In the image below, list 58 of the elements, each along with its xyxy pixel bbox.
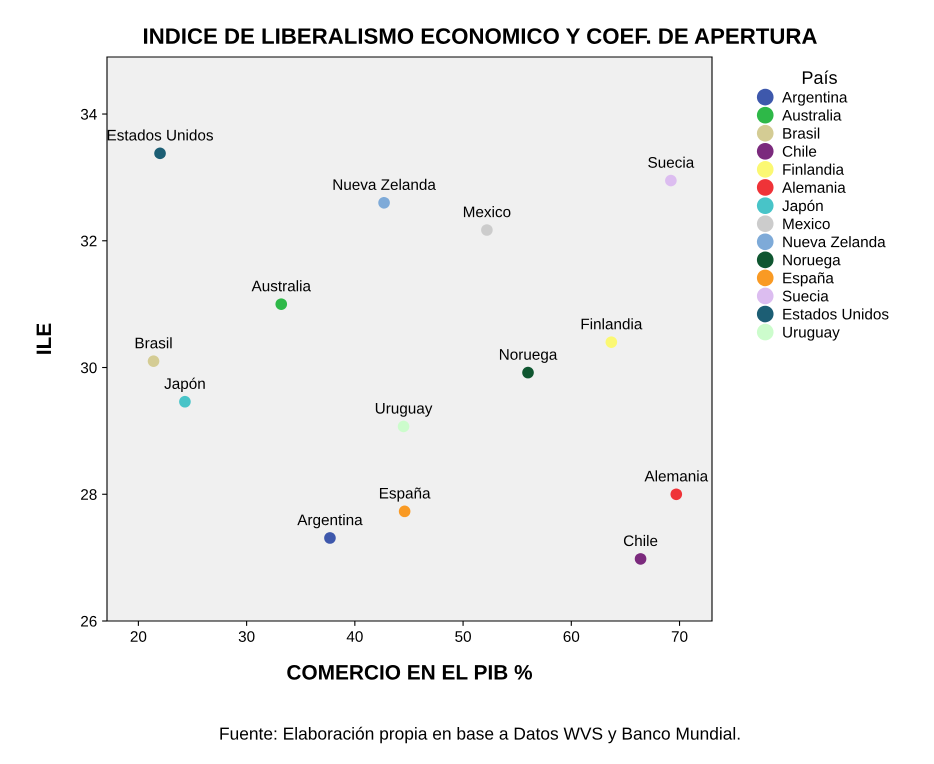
point xyxy=(670,488,682,500)
point xyxy=(324,532,336,544)
text: Australia xyxy=(252,280,311,292)
y-axis-title: ILE xyxy=(36,324,51,354)
point xyxy=(275,298,288,310)
text: España xyxy=(380,488,431,502)
legend-label: Finlandia xyxy=(783,164,844,175)
legend-label: Mexico xyxy=(783,218,830,230)
legend-label: Suecia xyxy=(782,290,829,302)
legend-title: País xyxy=(802,70,837,84)
point xyxy=(634,553,646,565)
x-tick-label: 60 xyxy=(564,631,580,642)
text: Finlandia xyxy=(582,318,642,330)
legend-label: Brasil xyxy=(783,128,820,139)
y-tick-label: 30 xyxy=(80,362,97,374)
chart-title: INDICE DE LIBERALISMO ECONOMICO Y COEF. DE APERTURA xyxy=(144,28,817,44)
legend-label: Uruguay xyxy=(783,326,840,341)
legend-label: Alemania xyxy=(782,182,846,193)
y-tick-label: 34 xyxy=(80,108,97,120)
text: Alemania xyxy=(644,470,708,482)
legend-label: Nueva Zelanda xyxy=(783,236,886,248)
text: Suecia xyxy=(648,156,694,168)
source-note: Fuente: Elaboración propia en base a Datos WVS y Banco Mundial. xyxy=(220,726,740,744)
point xyxy=(148,355,160,367)
point xyxy=(481,224,493,236)
x-tick-label: 30 xyxy=(238,631,255,642)
point xyxy=(522,366,534,378)
text: Noruega xyxy=(500,349,558,363)
x-tick-label: 20 xyxy=(130,631,146,642)
text: Japón xyxy=(164,378,205,392)
y-tick-label: 32 xyxy=(80,236,97,246)
legend-label: Chile xyxy=(782,146,816,157)
legend-label: Estados Unidos xyxy=(783,308,888,320)
point xyxy=(398,420,410,432)
text: Chile xyxy=(624,534,658,546)
legend-label: Noruega xyxy=(783,254,841,268)
text: Estados Unidos xyxy=(108,129,213,141)
y-tick-label: 28 xyxy=(81,489,97,500)
y-tick-label: 26 xyxy=(81,616,97,627)
point xyxy=(154,148,166,160)
x-tick-label: 50 xyxy=(455,631,471,642)
legend-label: Argentina xyxy=(782,91,848,106)
legend-label: España xyxy=(783,272,834,286)
point xyxy=(665,174,677,186)
point xyxy=(179,396,191,408)
text: Brasil xyxy=(136,337,172,348)
point xyxy=(606,336,618,348)
x-axis-title: COMERCIO EN EL PIB % xyxy=(287,664,532,680)
text: Argentina xyxy=(297,514,363,528)
legend-label: Australia xyxy=(782,109,842,121)
point xyxy=(378,196,390,209)
text: Mexico xyxy=(464,206,510,218)
point xyxy=(398,506,410,518)
text: Nueva Zelanda xyxy=(334,178,436,190)
text: Uruguay xyxy=(376,403,432,417)
x-tick-label: 40 xyxy=(346,631,363,642)
legend-label: Japón xyxy=(782,200,823,214)
x-tick-label: 70 xyxy=(672,631,688,642)
